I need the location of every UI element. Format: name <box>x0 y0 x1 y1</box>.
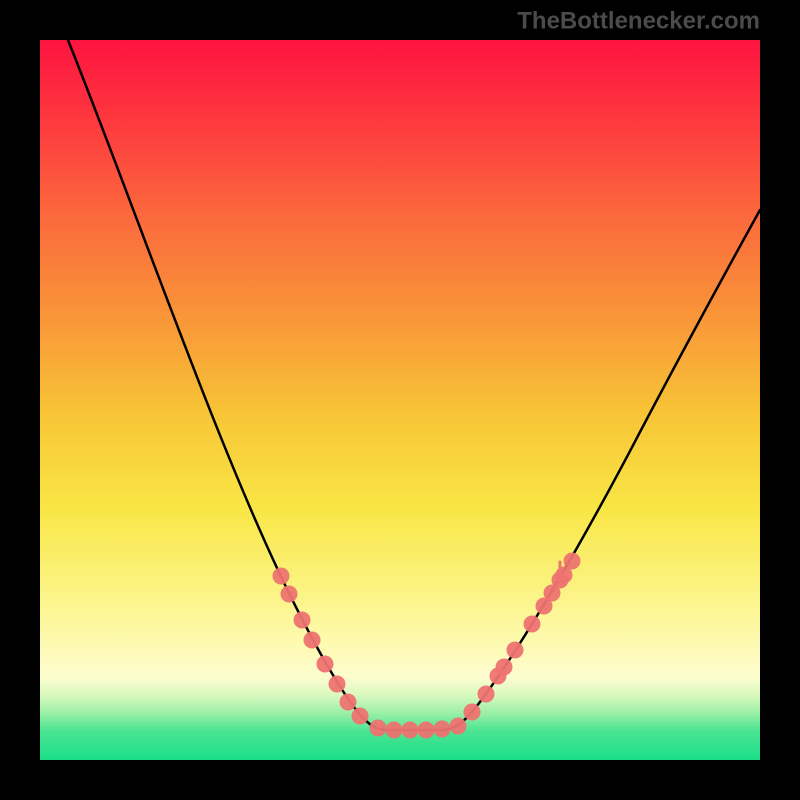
curve-marker <box>304 632 321 649</box>
curve-marker <box>329 676 346 693</box>
curve-marker <box>478 686 495 703</box>
curve-marker <box>340 694 357 711</box>
curve-marker <box>402 722 419 739</box>
plot-area <box>40 40 760 760</box>
curve-marker <box>273 568 290 585</box>
curve-marker <box>418 722 435 739</box>
curve-marker <box>564 553 581 570</box>
curve-marker <box>352 708 369 725</box>
curve-marker <box>317 656 334 673</box>
curve-marker <box>370 720 387 737</box>
curve-marker <box>496 659 513 676</box>
watermark-text: TheBottlenecker.com <box>517 7 760 34</box>
curve-marker <box>294 612 311 629</box>
curve-marker <box>524 616 541 633</box>
curve-marker <box>434 721 451 738</box>
curve-marker <box>386 722 403 739</box>
curve-marker <box>450 718 467 735</box>
curve-marker <box>507 642 524 659</box>
curve-marker <box>464 704 481 721</box>
curve-marker <box>281 586 298 603</box>
